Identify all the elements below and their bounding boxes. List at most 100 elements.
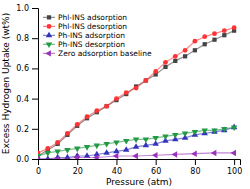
point bbox=[153, 69, 158, 74]
point bbox=[172, 151, 178, 157]
point bbox=[231, 125, 237, 131]
tick: 0.4 bbox=[16, 95, 38, 104]
point bbox=[85, 114, 90, 119]
point bbox=[105, 104, 109, 108]
point bbox=[183, 54, 187, 58]
point bbox=[191, 150, 197, 156]
point bbox=[163, 60, 168, 65]
point bbox=[222, 28, 227, 33]
point bbox=[192, 130, 198, 136]
tick: 0.8 bbox=[16, 34, 38, 43]
line bbox=[38, 127, 234, 159]
tick-mark bbox=[32, 129, 38, 130]
series bbox=[38, 125, 237, 159]
line bbox=[38, 153, 234, 159]
series bbox=[38, 150, 236, 159]
point bbox=[232, 25, 237, 30]
tick-mark bbox=[32, 68, 38, 69]
tick-label: 0.0 bbox=[16, 155, 29, 164]
point bbox=[54, 150, 60, 156]
tick-label: 40 bbox=[112, 167, 122, 176]
point bbox=[74, 147, 80, 153]
point bbox=[152, 136, 158, 142]
tick-label: 0.2 bbox=[16, 125, 29, 134]
tick: 80 bbox=[190, 159, 200, 176]
legend-item: Phl-INS desorption bbox=[43, 22, 127, 31]
point bbox=[192, 39, 197, 44]
point bbox=[74, 154, 80, 159]
point bbox=[163, 65, 167, 69]
tick-label: 1.0 bbox=[16, 4, 29, 13]
tick: 1.0 bbox=[16, 4, 38, 13]
line bbox=[38, 31, 234, 156]
tick: 20 bbox=[73, 159, 83, 176]
point bbox=[113, 141, 119, 147]
point bbox=[104, 104, 109, 109]
point bbox=[123, 139, 129, 145]
tick: 40 bbox=[112, 159, 122, 176]
point bbox=[193, 48, 197, 52]
tick-mark bbox=[77, 159, 78, 165]
point bbox=[124, 90, 129, 95]
tick-label: 100 bbox=[227, 167, 242, 176]
point bbox=[38, 156, 40, 159]
point bbox=[212, 31, 217, 36]
series bbox=[38, 124, 237, 159]
tick: 0.0 bbox=[16, 155, 38, 164]
point bbox=[103, 142, 109, 148]
y-axis: 0.0 0.2 0.4 0.6 0.8 1.0 bbox=[16, 4, 38, 164]
point bbox=[211, 128, 217, 134]
point bbox=[211, 150, 217, 156]
tick-label: 0.8 bbox=[16, 34, 29, 43]
x-axis-title: Pressure (atm) bbox=[106, 177, 172, 187]
tick-mark bbox=[32, 38, 38, 39]
point bbox=[143, 138, 149, 144]
tick-mark bbox=[32, 159, 38, 160]
point bbox=[113, 148, 119, 154]
point bbox=[93, 154, 99, 159]
point bbox=[172, 133, 178, 139]
point bbox=[173, 59, 177, 63]
point bbox=[123, 146, 129, 152]
legend: Phl-INS adsorptionPhl-INS desorptionPh-I… bbox=[43, 13, 152, 58]
tick: 0 bbox=[36, 159, 41, 176]
point bbox=[203, 42, 207, 46]
tick: 100 bbox=[227, 159, 242, 176]
legend-item: Ph-INS desorption bbox=[43, 40, 125, 49]
legend-symbol bbox=[45, 50, 51, 56]
legend-label: Ph-INS desorption bbox=[58, 40, 125, 49]
point bbox=[45, 146, 50, 151]
x-axis: 0 20 40 60 80 100 bbox=[36, 159, 242, 176]
point bbox=[222, 33, 226, 37]
point bbox=[133, 138, 139, 144]
tick-mark bbox=[32, 8, 38, 9]
point bbox=[144, 78, 148, 82]
point bbox=[84, 145, 90, 151]
legend-label: Phl-INS adsorption bbox=[58, 13, 127, 22]
point bbox=[152, 152, 158, 158]
legend-item: Phl-INS adsorption bbox=[43, 13, 127, 22]
tick: 60 bbox=[151, 159, 161, 176]
line bbox=[38, 28, 234, 153]
legend-symbol bbox=[46, 43, 52, 49]
legend-item: Ph-INS adsorption bbox=[43, 31, 125, 40]
point bbox=[75, 122, 80, 127]
point bbox=[143, 78, 148, 83]
legend-label: Phl-INS desorption bbox=[58, 22, 127, 31]
tick-label: 60 bbox=[151, 167, 161, 176]
tick-mark bbox=[156, 159, 157, 165]
legend-label: Ph-INS adsorption bbox=[58, 31, 125, 40]
tick-mark bbox=[195, 159, 196, 165]
tick: 0.6 bbox=[16, 64, 38, 73]
point bbox=[45, 151, 51, 157]
point bbox=[64, 148, 70, 154]
series bbox=[38, 29, 236, 159]
point bbox=[133, 143, 139, 149]
point bbox=[113, 153, 119, 159]
tick: 0.2 bbox=[16, 125, 38, 134]
point bbox=[182, 131, 188, 137]
y-axis-title: Excess Hydrogen Uptake (wt%) bbox=[1, 13, 11, 154]
point bbox=[54, 156, 60, 159]
line bbox=[38, 127, 234, 156]
tick-label: 0 bbox=[36, 167, 41, 176]
